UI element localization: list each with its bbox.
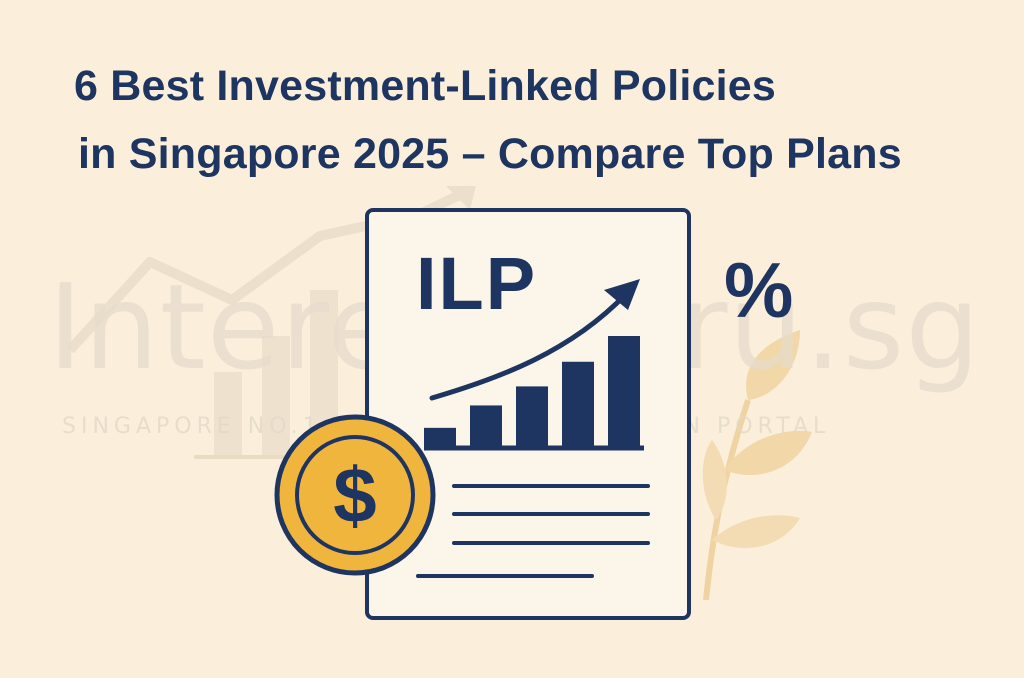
dollar-icon: $ xyxy=(333,451,377,539)
growth-bar xyxy=(562,361,594,448)
ilp-label: ILP xyxy=(416,242,538,325)
document-text-lines xyxy=(416,484,650,578)
growth-bar xyxy=(424,427,456,448)
growth-bar xyxy=(608,336,640,448)
leaf xyxy=(702,440,727,520)
title-line-1: 6 Best Investment-Linked Policies xyxy=(74,62,776,110)
watermark-arrowhead xyxy=(446,186,476,210)
growth-bar xyxy=(470,405,502,448)
page-title: 6 Best Investment-Linked Policies in Sin… xyxy=(74,52,1014,188)
growth-bar xyxy=(516,386,548,448)
trend-arrow xyxy=(429,291,629,401)
coin-inner-ring xyxy=(295,435,415,555)
leaf xyxy=(724,430,812,476)
growth-bars xyxy=(424,336,640,448)
leaf xyxy=(746,330,800,400)
percent-icon: % xyxy=(724,246,794,334)
leaf-plant xyxy=(702,330,812,601)
coin xyxy=(274,414,436,576)
title-line-2: in Singapore 2025 – Compare Top Plans xyxy=(78,130,902,178)
leaf xyxy=(712,515,800,549)
watermark-bar xyxy=(214,372,242,456)
trend-arrowhead xyxy=(604,279,640,310)
watermark-bar xyxy=(262,336,290,456)
